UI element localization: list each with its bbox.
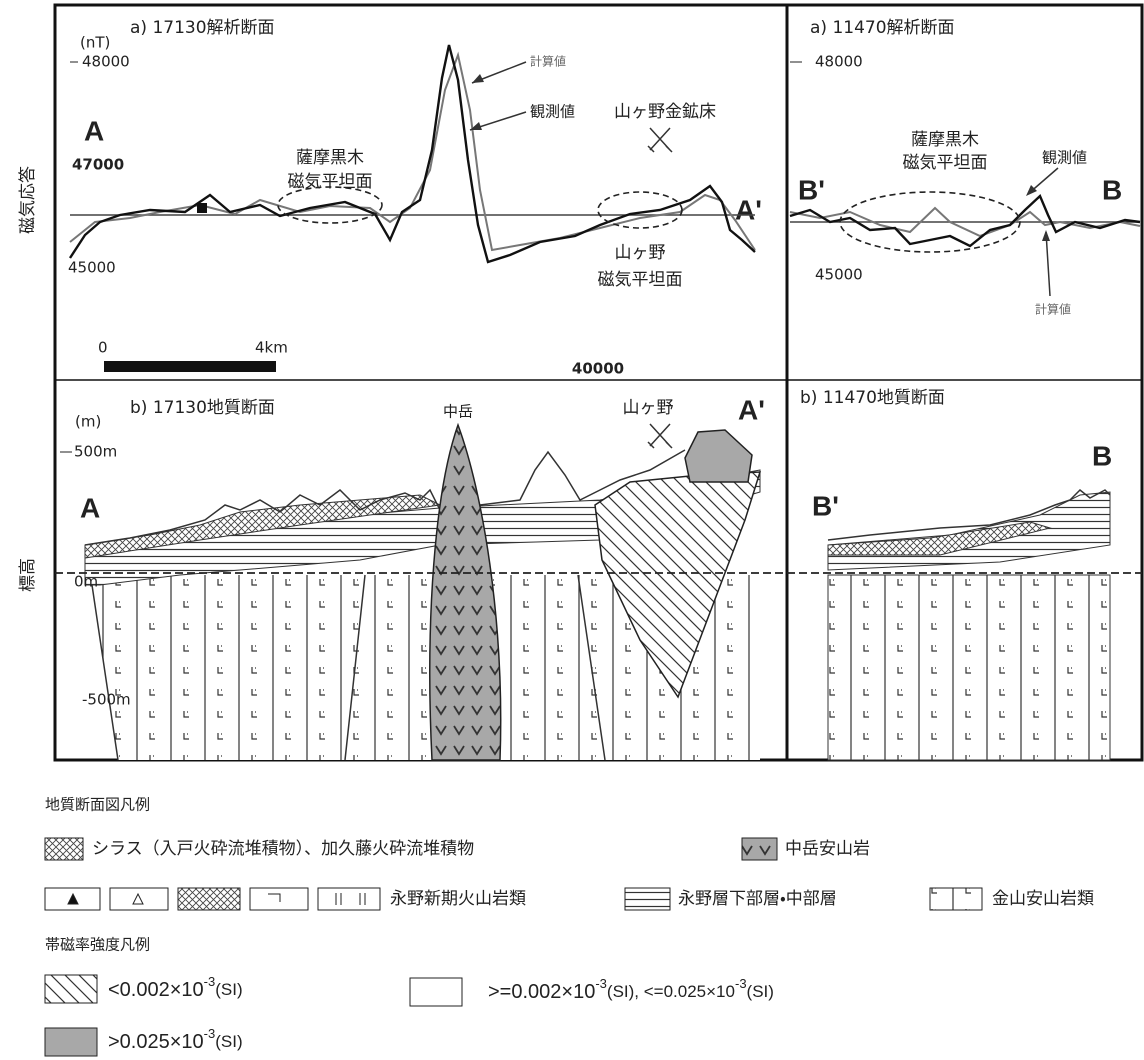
annotation: 中岳: [443, 403, 473, 421]
arrowhead: [1042, 230, 1050, 241]
legend-text: (SI): [215, 1032, 242, 1051]
tick-label: 48000: [815, 53, 863, 71]
legend-text: >=0.002×10: [488, 981, 595, 1003]
annotation: 磁気平坦面: [288, 172, 373, 192]
x-marker: 40000: [572, 360, 624, 378]
section-end: B: [1102, 174, 1122, 205]
kinzan-andesite: [828, 575, 1110, 760]
legend-title: 帯磁率強度凡例: [45, 936, 150, 954]
annotation: 計算値: [1035, 302, 1071, 317]
legend-swatch-part: [250, 888, 308, 910]
legend-text: (SI): [747, 982, 774, 1001]
section-end: B': [812, 490, 839, 521]
arrowhead: [472, 74, 484, 83]
mine-symbol: [648, 424, 672, 448]
legend-label: >=0.002×10-3(SI), <=0.025×10-3(SI): [488, 976, 774, 1003]
observed-profile: [790, 196, 1140, 246]
annotation: 観測値: [530, 103, 575, 121]
legend-text: >0.025×10: [108, 1031, 204, 1053]
section-end: B': [798, 174, 825, 205]
figure: 磁気応答 標高 a) 17130解析断面 (nT) 48000 47000 45…: [0, 0, 1144, 1060]
legend-label: >0.025×10-3(SI): [108, 1026, 243, 1053]
legend-text: <0.002×10: [108, 979, 204, 1001]
legend-exponent: -3: [595, 976, 607, 991]
scale-label: 4km: [255, 339, 288, 357]
axis-label: 標高: [18, 558, 38, 592]
unit-label: (m): [75, 413, 101, 431]
panel-title: b) 11470地質断面: [800, 388, 945, 408]
annotation: 山ヶ野: [623, 398, 674, 418]
section-end: A: [80, 492, 100, 523]
legend-label: 永野新期火山岩類: [390, 889, 526, 909]
nakadake-andesite: [430, 425, 501, 760]
annotation: 磁気平坦面: [598, 270, 683, 290]
legend-text: (SI): [215, 980, 242, 999]
annotation: 薩摩黒木: [911, 130, 979, 150]
high-susceptibility-body: [685, 430, 752, 482]
legend-label: 永野層下部層・中部層: [678, 889, 837, 909]
annotation: 薩摩黒木: [296, 148, 364, 168]
legend-label: <0.002×10-3(SI): [108, 974, 243, 1001]
mine-symbol: [648, 128, 672, 152]
tick-label: -500m: [82, 691, 131, 709]
annotation: 観測値: [1042, 149, 1087, 167]
calculated-profile: [70, 55, 755, 250]
section-end: A: [84, 115, 104, 146]
legend-swatch: [625, 888, 670, 910]
axis-label: 磁気応答: [17, 166, 38, 234]
scale-label: 0: [98, 339, 108, 357]
annotation: 山ヶ野: [615, 243, 666, 263]
tick-label: 48000: [82, 53, 130, 71]
legend-text: (SI), <=0.025×10: [607, 982, 735, 1001]
legend-exponent: -3: [204, 1026, 216, 1041]
legend-swatch: [45, 838, 83, 860]
annotation: 計算値: [530, 54, 566, 69]
flat-zone-outline: [598, 192, 682, 228]
tick-label: 45000: [68, 259, 116, 277]
legend-exponent: -3: [204, 974, 216, 989]
annotation: 山ヶ野金鉱床: [614, 102, 716, 122]
legend-title: 地質断面図凡例: [45, 796, 150, 814]
section-end: A': [738, 394, 765, 425]
tick-label: 0m: [74, 573, 98, 591]
panel-title: a) 11470解析断面: [810, 18, 955, 38]
legend-swatch: [410, 978, 462, 1006]
legend-swatch-group: [45, 888, 380, 910]
tick-label: 45000: [815, 266, 863, 284]
observed-profile: [70, 45, 755, 262]
legend-swatch: [930, 888, 982, 910]
legend-swatch-part: [318, 888, 380, 910]
section-end: B: [1092, 440, 1112, 471]
tick-label: 47000: [72, 156, 124, 174]
legend-swatch: [45, 975, 97, 1003]
legend-exponent: -3: [735, 976, 747, 991]
nagano-formation: [828, 492, 1110, 570]
scale-bar: [104, 361, 276, 372]
annotation: 磁気平坦面: [903, 153, 988, 173]
panel-title: a) 17130解析断面: [130, 18, 275, 38]
legend-label: 金山安山岩類: [992, 889, 1094, 909]
arrow: [1046, 232, 1050, 296]
legend-label: 中岳安山岩: [785, 839, 870, 859]
section-end: A': [735, 194, 762, 225]
tick-label: 500m: [74, 443, 117, 461]
unit-label: (nT): [80, 34, 110, 52]
panel-title: b) 17130地質断面: [130, 398, 275, 418]
legend-swatch: [45, 1028, 97, 1056]
legend-swatch-part: [178, 888, 240, 910]
marker: [197, 203, 207, 213]
legend-swatch: [742, 838, 777, 860]
legend-label: シラス（入戸火砕流堆積物）、加久藤火砕流堆積物: [92, 839, 474, 859]
